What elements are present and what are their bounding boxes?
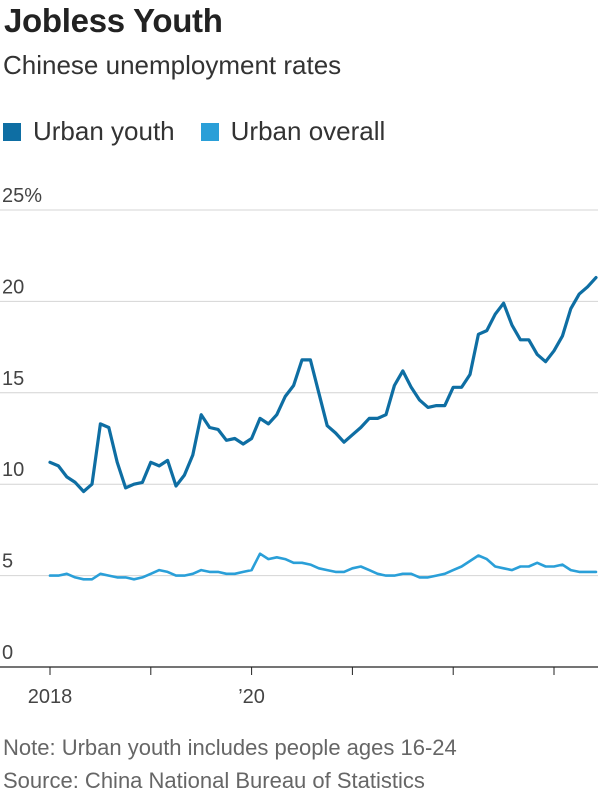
y-tick-label-10: 10 [2, 459, 24, 481]
gridlines [0, 209, 598, 668]
y-tick-label-5: 5 [2, 551, 13, 573]
series-line-urban-overall [48, 552, 598, 581]
series-line-urban-youth [48, 276, 598, 494]
y-tick-label-0: 0 [2, 642, 13, 664]
chart-note: Note: Urban youth includes people ages 1… [3, 735, 457, 760]
x-tick-label-2018-01: 2018 [28, 686, 73, 708]
chart-title: Jobless Youth [4, 2, 223, 39]
legend-swatch-urban-overall [200, 122, 219, 141]
legend-label-urban-overall: Urban overall [230, 116, 386, 146]
y-tick-label-20: 20 [2, 276, 24, 298]
y-tick-label-25: 25% [2, 185, 42, 207]
y-tick-label-15: 15 [2, 368, 24, 390]
chart-source: Source: China National Bureau of Statist… [3, 768, 425, 793]
line-chart: 25% 20 15 10 5 0 2018 ’20 [0, 185, 598, 708]
chart-subtitle: Chinese unemployment rates [3, 50, 342, 80]
series-lines [48, 276, 598, 581]
legend-item-urban-youth: Urban youth [3, 116, 175, 147]
legend-item-urban-overall: Urban overall [200, 116, 386, 147]
x-axis: 2018 ’20 [28, 667, 555, 708]
legend-label-urban-youth: Urban youth [33, 116, 175, 146]
y-axis-labels: 25% 20 15 10 5 0 [2, 185, 42, 664]
legend-swatch-urban-youth [3, 122, 21, 141]
legend: Urban youth Urban overall [3, 116, 411, 147]
x-tick-label-2020-01: ’20 [238, 686, 265, 708]
